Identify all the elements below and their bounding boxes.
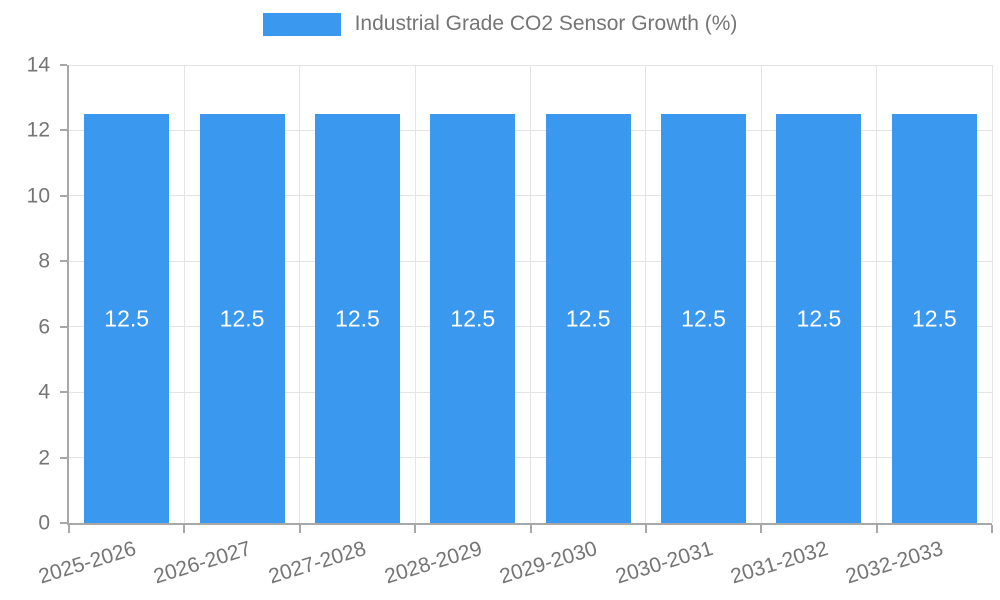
x-axis-category-label: 2029-2030 [497,537,600,589]
gridline-vertical [991,65,993,523]
y-axis-tick-label: 12 [26,118,50,142]
x-axis-tick [875,525,878,533]
y-axis-tick [60,391,67,394]
bar-value-label: 12.5 [335,305,380,332]
bar-2030-2031[interactable]: 12.5 [661,114,747,523]
x-axis-category-label: 2026-2027 [151,537,254,589]
legend-swatch [262,12,341,36]
bar-2028-2029[interactable]: 12.5 [430,114,516,523]
gridline-vertical [645,65,647,523]
y-axis-tick [60,522,67,524]
gridline-vertical [760,65,762,523]
bar-value-label: 12.5 [681,305,726,332]
x-axis-tick [183,525,186,533]
x-axis-tick [644,525,647,533]
legend[interactable]: Industrial Grade CO2 Sensor Growth (%) [0,12,1000,36]
x-axis-line [67,523,992,525]
y-axis-tick [60,456,67,459]
x-axis-tick [529,525,532,533]
x-axis-category-label: 2027-2028 [266,537,370,589]
legend-label: Industrial Grade CO2 Sensor Growth (%) [354,12,738,35]
bar-2027-2028[interactable]: 12.5 [314,114,400,523]
bar-2025-2026[interactable]: 12.5 [84,114,170,523]
x-axis-category-label: 2031-2032 [727,537,831,589]
y-axis-tick-label: 6 [38,315,50,339]
y-axis-labels: 0 2 4 6 8 10 12 14 [0,0,50,600]
y-axis-tick [60,64,67,66]
y-axis-tick [60,325,67,328]
gridline-vertical [414,65,416,523]
gridline-vertical [299,65,301,523]
bar-2032-2033[interactable]: 12.5 [891,114,977,523]
x-axis-tick [991,525,993,533]
bar-value-label: 12.5 [796,305,842,332]
bar-value-label: 12.5 [911,305,957,332]
bar-2026-2027[interactable]: 12.5 [199,114,285,523]
bar-2031-2032[interactable]: 12.5 [776,114,862,523]
y-axis-tick-label: 0 [38,511,50,535]
gridline-vertical [530,65,531,523]
gridline-vertical [183,65,185,523]
gridline-vertical [876,65,878,523]
y-axis-tick-label: 2 [38,446,50,470]
x-axis-tick [414,525,417,533]
y-axis-tick [60,129,67,132]
x-axis-tick [760,525,763,533]
bar-value-label: 12.5 [219,305,265,332]
x-axis-category-label: 2028-2029 [381,537,485,589]
y-axis-tick [60,194,67,197]
y-axis-tick-label: 8 [38,249,50,273]
plot-area: 12.5 12.5 12.5 12.5 12.5 12.5 12.5 12.5 [60,64,993,533]
y-axis-tick [60,260,67,263]
y-axis-line [67,65,69,523]
y-axis-tick-label: 10 [26,184,50,208]
bar-value-label: 12.5 [565,305,611,332]
x-axis-tick [68,525,70,533]
x-axis-tick [298,525,301,533]
bar-value-label: 12.5 [104,305,150,332]
bar-value-label: 12.5 [450,305,496,332]
y-axis-tick-label: 14 [26,53,50,77]
y-axis-tick-label: 4 [38,380,50,404]
x-axis-category-label: 2032-2033 [843,537,947,589]
bar-2029-2030[interactable]: 12.5 [545,114,631,523]
x-axis-category-label: 2030-2031 [612,537,716,589]
